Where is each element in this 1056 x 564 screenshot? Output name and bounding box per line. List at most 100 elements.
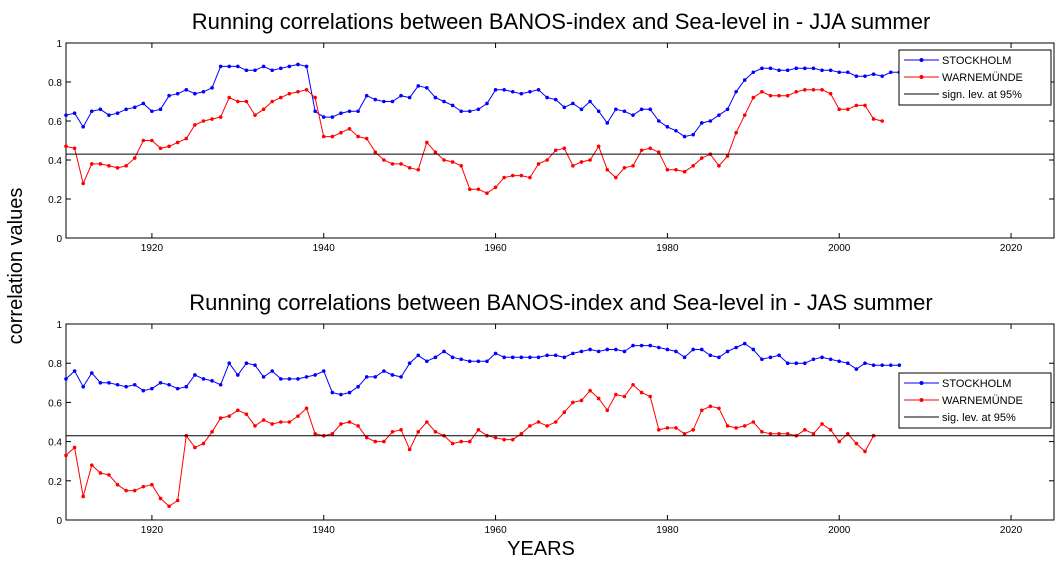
data-point <box>596 144 601 149</box>
data-point <box>837 107 842 112</box>
data-point <box>631 164 635 168</box>
data-point <box>442 99 446 104</box>
data-point <box>846 70 850 75</box>
legend-marker <box>919 75 924 79</box>
data-point <box>536 162 541 166</box>
data-point <box>399 93 403 98</box>
data-point <box>416 167 421 172</box>
data-point <box>528 89 532 94</box>
series-line-1 <box>65 89 883 194</box>
data-point <box>193 123 197 127</box>
data-point <box>674 167 678 172</box>
legend-label: sign. lev. at 95% <box>942 89 1022 101</box>
data-point <box>150 109 154 114</box>
data-point <box>313 109 317 114</box>
x-tick-label: 2020 <box>1000 243 1023 254</box>
data-point <box>742 78 747 82</box>
data-point <box>321 115 326 119</box>
legend-label: STOCKHOLM <box>942 55 1011 67</box>
data-point <box>72 111 77 115</box>
data-point <box>622 166 627 170</box>
data-point <box>519 173 524 178</box>
data-point <box>648 146 653 151</box>
chart-title-jas: Running correlations between BANOS-index… <box>189 290 933 315</box>
data-point <box>699 121 704 125</box>
data-point <box>287 91 292 96</box>
data-point <box>639 148 644 153</box>
y-tick-label: 0.6 <box>48 117 62 128</box>
data-point <box>794 66 799 71</box>
data-point <box>777 68 781 73</box>
legend-0: STOCKHOLM WARNEMÜNDE sign. lev. at 95% <box>898 49 1052 106</box>
data-point <box>699 156 704 160</box>
data-point <box>330 115 335 119</box>
data-point <box>167 144 171 149</box>
data-point <box>141 138 146 143</box>
data-point <box>450 103 455 108</box>
data-point <box>871 117 876 121</box>
data-point <box>218 64 223 69</box>
y-tick-label: 0 <box>56 234 62 245</box>
y-tick-label: 0.2 <box>48 195 62 206</box>
data-point <box>261 64 266 69</box>
data-point <box>768 93 773 98</box>
legend-label: WARNEMÜNDE <box>942 72 1023 84</box>
data-point <box>270 68 274 73</box>
data-point <box>691 164 695 168</box>
data-point <box>158 146 163 151</box>
data-point <box>691 132 695 137</box>
data-point <box>571 164 575 168</box>
data-point <box>236 99 240 104</box>
data-point <box>107 113 111 117</box>
data-point <box>132 105 137 110</box>
data-point <box>407 95 412 100</box>
data-point <box>605 121 610 125</box>
data-point <box>682 134 687 139</box>
data-point <box>768 66 773 71</box>
data-point <box>399 162 403 166</box>
data-point <box>665 167 670 172</box>
data-point <box>579 107 584 112</box>
x-tick-label: 1980 <box>656 243 679 254</box>
data-point <box>64 113 68 117</box>
data-point <box>416 84 421 88</box>
data-point <box>717 164 721 168</box>
data-point <box>244 68 249 73</box>
data-point <box>64 144 68 149</box>
data-point <box>863 74 867 78</box>
data-point <box>880 119 884 123</box>
data-point <box>485 101 489 106</box>
data-point <box>545 158 549 162</box>
data-point <box>347 109 352 114</box>
data-point <box>175 91 180 96</box>
data-point <box>141 101 146 106</box>
data-point <box>167 93 171 98</box>
legend-marker <box>919 58 924 62</box>
data-point <box>433 95 438 100</box>
data-point <box>528 175 532 180</box>
data-point <box>89 162 94 166</box>
data-point <box>407 166 412 170</box>
data-point <box>614 107 618 112</box>
data-point <box>373 97 378 102</box>
x-tick-label: 1920 <box>141 243 164 254</box>
data-point <box>459 109 464 114</box>
data-point <box>846 107 850 112</box>
data-point <box>278 95 283 100</box>
data-point <box>536 88 541 92</box>
data-point <box>545 95 549 100</box>
data-point <box>390 99 395 104</box>
data-point <box>150 138 154 143</box>
data-point <box>287 64 292 69</box>
data-point <box>863 103 867 108</box>
data-point <box>880 74 884 78</box>
data-point <box>605 167 610 172</box>
data-point <box>321 134 326 139</box>
data-point <box>81 181 85 186</box>
data-point <box>339 130 343 135</box>
x-tick-label: 1960 <box>484 243 507 254</box>
data-point <box>442 158 446 162</box>
data-point <box>493 88 498 92</box>
